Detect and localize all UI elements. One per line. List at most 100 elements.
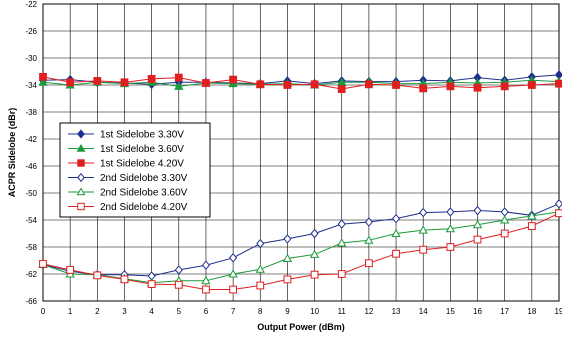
legend-marker xyxy=(77,129,85,139)
x-tick-label: 17 xyxy=(500,307,509,316)
data-point xyxy=(39,259,47,268)
data-point xyxy=(38,77,48,86)
data-point xyxy=(147,75,156,83)
plot-frame xyxy=(42,3,560,302)
data-point xyxy=(310,228,319,239)
data-point xyxy=(283,81,292,89)
data-point xyxy=(364,217,373,227)
data-point xyxy=(500,82,509,91)
series-6 xyxy=(39,209,562,294)
legend-marker xyxy=(77,159,85,167)
data-point xyxy=(555,79,562,88)
legend-marker xyxy=(76,143,86,152)
y-tick-label: -26 xyxy=(25,27,37,36)
legend-label: 1st Sidelobe 3.30V xyxy=(100,130,184,141)
y-tick-label: -50 xyxy=(25,189,37,198)
data-point xyxy=(392,249,400,258)
data-point xyxy=(527,222,536,230)
series-3 xyxy=(39,73,562,93)
x-tick-label: 9 xyxy=(285,307,290,316)
data-point xyxy=(446,207,455,217)
data-point xyxy=(473,235,482,244)
x-tick-label: 0 xyxy=(41,307,46,316)
y-tick-label: -34 xyxy=(25,81,37,90)
data-point xyxy=(446,243,455,251)
x-tick-label: 1 xyxy=(68,307,73,316)
series-line xyxy=(42,203,560,277)
data-point xyxy=(255,264,265,273)
x-tick-label: 19 xyxy=(555,307,562,316)
data-point xyxy=(174,265,183,275)
x-tick-label: 12 xyxy=(364,307,373,316)
x-tick-label: 18 xyxy=(527,307,536,316)
x-tick-label: 5 xyxy=(177,307,182,316)
data-point xyxy=(93,271,102,280)
y-tick-labels: -22 -26 -30 -34 -38 -42 -46 -50 -54 -58 -62 -66 xyxy=(25,0,37,306)
legend-label: 2nd Sidelobe 3.60V xyxy=(100,188,188,199)
data-point xyxy=(66,266,75,274)
y-tick-label: -42 xyxy=(25,135,37,144)
data-point xyxy=(147,280,156,289)
data-point xyxy=(283,275,292,284)
x-tick-label: 8 xyxy=(258,307,263,316)
legend-label: 2nd Sidelobe 3.30V xyxy=(100,173,188,184)
data-point xyxy=(93,77,102,85)
data-point xyxy=(229,253,238,263)
data-point xyxy=(472,219,483,229)
data-point xyxy=(174,73,183,82)
legend-label: 1st Sidelobe 4.20V xyxy=(100,159,184,170)
y-tick-label: -22 xyxy=(25,0,37,9)
y-tick-label: -38 xyxy=(25,108,37,117)
series-line xyxy=(42,211,560,284)
data-point xyxy=(500,229,509,238)
x-tick-label: 6 xyxy=(204,307,209,316)
x-tick-label: 14 xyxy=(419,307,428,316)
data-point xyxy=(419,245,428,254)
y-tick-label: -66 xyxy=(25,297,37,306)
data-point xyxy=(364,80,373,89)
y-tick-label: -30 xyxy=(25,54,37,63)
data-point xyxy=(418,225,428,234)
data-point xyxy=(419,84,428,93)
data-point xyxy=(256,281,265,290)
data-point xyxy=(120,275,129,284)
data-point xyxy=(419,207,428,218)
data-point xyxy=(39,73,47,81)
legend-marker xyxy=(76,187,86,196)
y-axis-title: ACPR Sidelobe (dBr) xyxy=(7,108,17,198)
x-tick-label: 7 xyxy=(231,307,236,316)
data-point xyxy=(337,219,346,229)
y-tick-label: -46 xyxy=(25,162,37,171)
x-axis-title: Output Power (dBm) xyxy=(257,322,345,332)
data-point xyxy=(473,205,482,216)
data-point xyxy=(555,209,562,218)
x-tick-label: 11 xyxy=(338,307,347,316)
x-tick-label: 3 xyxy=(122,307,127,316)
data-point xyxy=(282,253,293,262)
x-tick-label: 15 xyxy=(446,307,455,316)
data-point xyxy=(392,81,400,89)
data-point xyxy=(310,80,319,89)
data-point xyxy=(229,285,238,294)
data-point xyxy=(391,213,401,224)
data-point xyxy=(500,215,510,224)
data-point xyxy=(337,238,347,247)
y-tick-label: -54 xyxy=(25,216,37,225)
data-point xyxy=(120,78,129,87)
data-point xyxy=(337,85,346,93)
x-tick-label: 10 xyxy=(310,307,319,316)
data-point xyxy=(527,81,536,89)
data-point xyxy=(391,228,401,237)
data-point xyxy=(201,275,211,285)
legend-marker xyxy=(77,202,85,211)
data-point xyxy=(201,260,211,270)
data-point xyxy=(228,269,238,278)
data-point xyxy=(337,270,346,278)
data-point xyxy=(229,75,238,84)
legend-label: 1st Sidelobe 3.60V xyxy=(100,144,184,155)
data-point xyxy=(202,79,210,87)
x-tick-label: 13 xyxy=(392,307,401,316)
legend: 1st Sidelobe 3.30V 1st Sidelobe 3.60V 1st … xyxy=(59,122,211,218)
